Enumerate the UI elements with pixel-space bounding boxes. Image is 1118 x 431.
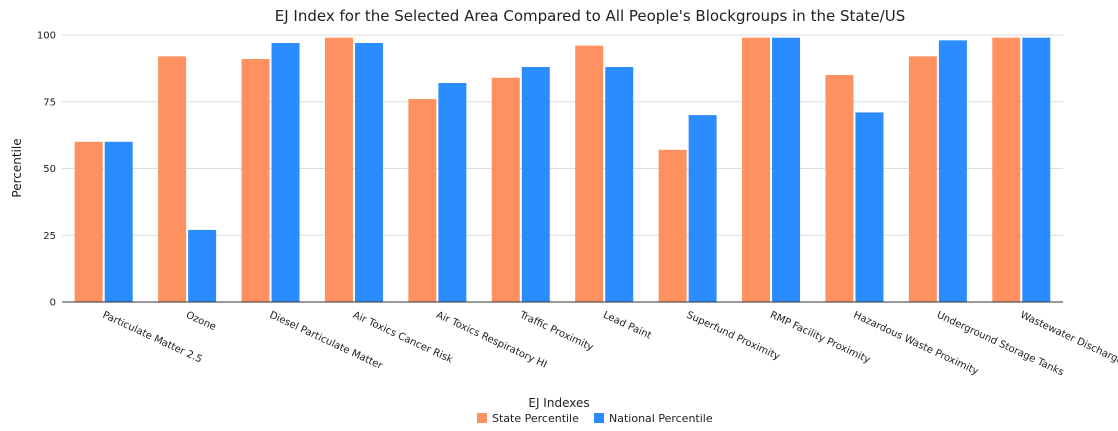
bar-national-8 xyxy=(772,37,801,303)
bar-state-10 xyxy=(908,56,937,302)
x-axis-title: EJ Indexes xyxy=(528,396,589,410)
bar-state-6 xyxy=(575,45,604,303)
bars xyxy=(74,37,1051,303)
bar-national-1 xyxy=(188,229,217,302)
bar-national-11 xyxy=(1022,37,1051,303)
y-tick-label: 25 xyxy=(43,231,56,242)
y-tick-label: 50 xyxy=(43,164,56,175)
bar-state-8 xyxy=(742,37,771,303)
bar-national-2 xyxy=(271,43,300,302)
bar-state-9 xyxy=(825,75,854,302)
bar-national-0 xyxy=(104,141,133,302)
x-tick-label: Ozone xyxy=(184,310,217,333)
bar-national-7 xyxy=(688,115,717,302)
y-tick-label: 75 xyxy=(43,97,56,108)
y-axis-title: Percentile xyxy=(10,138,24,197)
y-tick-label: 100 xyxy=(37,31,56,42)
legend-swatch-state xyxy=(477,413,487,423)
legend: State Percentile National Percentile xyxy=(477,412,713,425)
x-tick-label: Lead Paint xyxy=(601,310,653,342)
legend-label-state: State Percentile xyxy=(492,412,579,425)
legend-label-national: National Percentile xyxy=(609,412,713,425)
bar-national-6 xyxy=(605,67,634,302)
bar-national-10 xyxy=(938,40,967,303)
bar-state-7 xyxy=(658,149,687,302)
chart-title: EJ Index for the Selected Area Compared … xyxy=(275,7,905,25)
legend-swatch-national xyxy=(594,413,604,423)
y-tick-label: 0 xyxy=(50,298,56,309)
bar-state-2 xyxy=(241,59,270,302)
bar-national-5 xyxy=(521,67,550,302)
y-tick-labels: 0 25 50 75 100 xyxy=(37,31,56,309)
bar-state-11 xyxy=(992,37,1021,303)
bar-state-1 xyxy=(158,56,187,302)
bar-state-0 xyxy=(74,141,103,302)
bar-state-4 xyxy=(408,99,437,302)
gridlines xyxy=(62,34,1063,236)
bar-state-5 xyxy=(491,77,520,302)
x-tick-label: Superfund Proximity xyxy=(685,310,782,363)
bar-national-9 xyxy=(855,112,884,303)
bar-national-4 xyxy=(438,83,467,302)
x-tick-label: Traffic Proximity xyxy=(517,309,595,353)
bar-state-3 xyxy=(324,37,353,303)
bar-national-3 xyxy=(354,43,383,302)
